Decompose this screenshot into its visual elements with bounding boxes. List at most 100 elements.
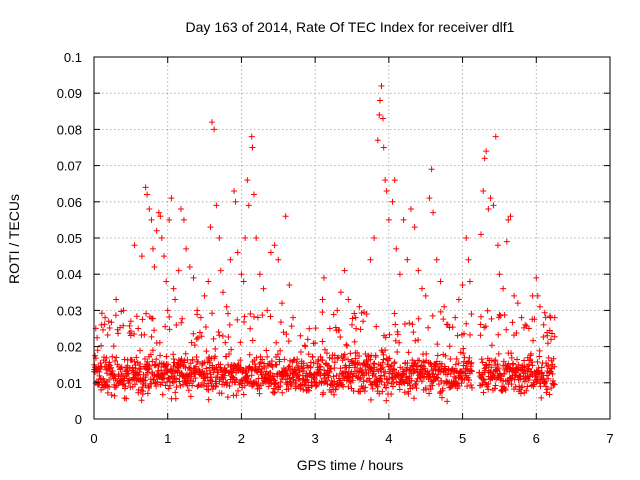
data-point bbox=[508, 381, 515, 388]
data-point bbox=[536, 353, 543, 360]
data-point bbox=[376, 390, 383, 397]
data-point bbox=[385, 355, 392, 362]
data-point bbox=[188, 373, 195, 380]
data-point bbox=[530, 337, 537, 344]
data-point bbox=[98, 310, 105, 317]
data-point bbox=[346, 378, 353, 385]
data-point bbox=[197, 314, 204, 321]
data-point bbox=[218, 390, 225, 397]
data-point bbox=[155, 209, 162, 216]
data-point bbox=[149, 358, 156, 365]
data-point bbox=[241, 382, 248, 389]
data-point bbox=[288, 381, 295, 388]
data-point bbox=[548, 330, 555, 337]
data-point bbox=[139, 316, 146, 323]
data-point bbox=[379, 359, 386, 366]
data-point bbox=[172, 389, 179, 396]
data-point bbox=[367, 396, 374, 403]
data-point bbox=[458, 380, 465, 387]
data-point bbox=[259, 312, 266, 319]
data-point bbox=[379, 115, 386, 122]
data-point bbox=[113, 354, 120, 361]
data-point bbox=[438, 394, 445, 401]
data-point bbox=[166, 326, 173, 333]
data-point bbox=[282, 213, 289, 220]
data-point bbox=[191, 371, 198, 378]
y-tick-label: 0.04 bbox=[57, 267, 82, 282]
data-point bbox=[468, 368, 475, 375]
data-point bbox=[100, 326, 107, 333]
data-point bbox=[505, 216, 512, 223]
data-point bbox=[127, 318, 134, 325]
data-point bbox=[478, 231, 484, 238]
x-tick-label: 4 bbox=[385, 431, 392, 446]
data-point bbox=[463, 235, 470, 241]
data-point bbox=[528, 359, 535, 366]
data-point bbox=[277, 319, 284, 326]
data-point bbox=[249, 383, 256, 390]
data-point bbox=[253, 354, 260, 361]
data-point bbox=[492, 133, 499, 140]
data-point bbox=[94, 334, 101, 341]
data-point bbox=[447, 370, 454, 377]
data-point bbox=[434, 341, 441, 348]
data-point bbox=[349, 315, 356, 322]
data-point bbox=[496, 271, 503, 278]
data-point bbox=[310, 371, 317, 378]
data-point bbox=[439, 385, 446, 392]
data-point bbox=[538, 364, 545, 371]
data-point bbox=[200, 382, 207, 389]
data-point bbox=[345, 383, 352, 390]
data-point bbox=[117, 324, 124, 331]
data-point bbox=[349, 377, 356, 384]
data-point bbox=[330, 311, 337, 318]
data-point bbox=[332, 386, 339, 393]
data-point bbox=[502, 387, 509, 394]
data-point bbox=[357, 326, 364, 333]
data-point bbox=[451, 373, 458, 380]
data-point bbox=[215, 329, 222, 336]
y-tick-label: 0.05 bbox=[57, 231, 82, 246]
data-point bbox=[277, 379, 284, 386]
x-tick-label: 1 bbox=[164, 431, 171, 446]
data-point bbox=[104, 332, 111, 339]
data-point bbox=[526, 373, 533, 380]
data-point bbox=[345, 374, 352, 381]
data-point bbox=[478, 356, 485, 363]
data-point bbox=[190, 378, 197, 385]
data-point bbox=[485, 386, 492, 393]
data-point bbox=[227, 256, 234, 263]
data-point bbox=[325, 374, 332, 381]
data-point bbox=[426, 390, 433, 397]
data-point bbox=[529, 362, 536, 369]
data-point bbox=[331, 352, 338, 359]
data-point bbox=[141, 331, 148, 338]
data-point bbox=[106, 359, 113, 366]
data-point bbox=[148, 216, 155, 223]
data-point bbox=[281, 356, 288, 363]
data-point bbox=[335, 354, 342, 361]
y-tick-label: 0 bbox=[75, 412, 82, 427]
data-point bbox=[202, 324, 209, 331]
data-point bbox=[548, 336, 555, 343]
data-point bbox=[376, 111, 383, 118]
data-point bbox=[151, 327, 158, 334]
data-point bbox=[96, 365, 103, 372]
data-point bbox=[191, 342, 198, 349]
data-point bbox=[112, 358, 119, 365]
data-point bbox=[523, 387, 530, 394]
data-point bbox=[190, 274, 197, 281]
data-point bbox=[533, 274, 540, 281]
data-point bbox=[460, 330, 467, 337]
data-point bbox=[415, 315, 422, 322]
data-point bbox=[248, 133, 255, 140]
data-point bbox=[168, 195, 175, 202]
data-point bbox=[492, 382, 499, 389]
data-point bbox=[345, 356, 352, 363]
y-tick-label: 0.08 bbox=[57, 122, 82, 137]
data-point bbox=[495, 365, 502, 372]
data-point bbox=[157, 213, 164, 220]
data-point bbox=[545, 354, 552, 361]
data-point bbox=[226, 382, 233, 389]
data-point bbox=[363, 311, 370, 318]
